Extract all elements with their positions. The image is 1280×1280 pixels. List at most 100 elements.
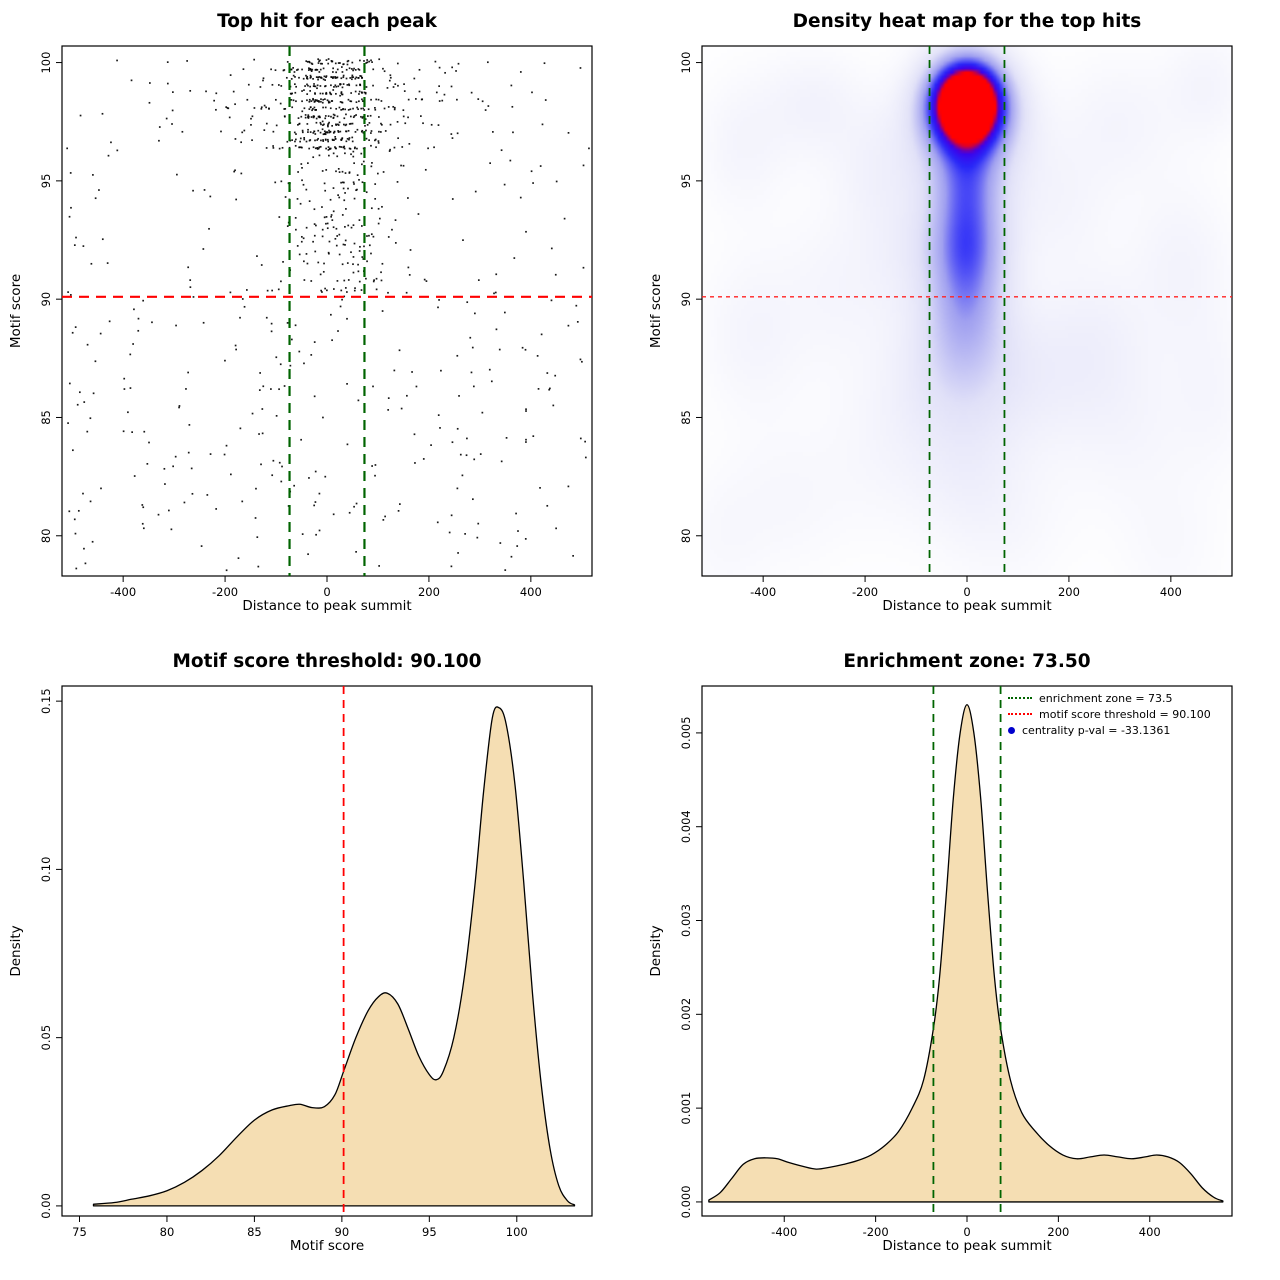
scatter-point xyxy=(235,348,237,351)
scatter-point xyxy=(298,253,301,256)
x-axis-tick-label: -400 xyxy=(750,585,776,599)
scatter-point xyxy=(532,435,535,438)
scatter-point xyxy=(234,169,236,172)
scatter-point xyxy=(519,71,522,73)
scatter-point xyxy=(280,180,283,183)
scatter-point xyxy=(348,171,351,174)
scatter-point xyxy=(345,113,347,116)
scatter-point xyxy=(335,107,338,110)
scatter-point xyxy=(360,152,363,155)
scatter-point xyxy=(326,289,328,292)
scatter-point xyxy=(339,101,342,103)
scatter-point xyxy=(343,145,346,148)
scatter-point xyxy=(334,147,337,150)
scatter-point xyxy=(84,562,87,565)
scatter-point xyxy=(362,115,364,118)
scatter-point xyxy=(327,149,330,151)
scatter-point xyxy=(377,140,380,142)
scatter-point xyxy=(271,83,274,86)
heatmap-plot: -400 -200 0 200 400 80 85 90 95 100 xyxy=(679,45,1233,599)
scatter-point xyxy=(142,506,145,509)
scatter-point xyxy=(307,553,309,556)
scatter-point xyxy=(313,223,316,225)
scatter-point xyxy=(348,137,351,139)
scatter-point xyxy=(325,222,327,225)
scatter-point xyxy=(303,138,306,141)
scatter-point xyxy=(253,58,256,61)
scatter-point xyxy=(353,505,355,508)
scatter-point xyxy=(332,89,335,91)
scatter-point xyxy=(298,76,300,79)
scatter-point xyxy=(327,58,330,60)
scatter-point xyxy=(350,100,353,103)
scatter-point xyxy=(392,105,395,108)
scatter-point xyxy=(365,191,368,194)
scatter-point xyxy=(464,533,466,535)
scatter-point xyxy=(456,354,459,357)
scatter-point xyxy=(437,414,440,416)
scatter-point xyxy=(555,527,557,530)
scatter-point xyxy=(510,84,513,87)
scatter-point xyxy=(274,69,277,72)
scatter-point xyxy=(311,63,314,65)
scatter-point xyxy=(351,61,354,64)
scatter-point xyxy=(352,271,355,274)
scatter-point xyxy=(361,100,364,102)
scatter-point xyxy=(313,106,316,109)
scatter-point xyxy=(331,219,334,221)
scatter-point xyxy=(500,149,503,152)
chart-title-heatmap: Density heat map for the top hits xyxy=(792,11,1142,32)
scatter-point xyxy=(321,206,323,208)
scatter-point xyxy=(341,93,343,96)
scatter-point xyxy=(325,76,327,79)
scatter-point xyxy=(122,430,125,433)
scatter-point xyxy=(310,70,313,72)
scatter-point xyxy=(322,67,325,70)
scatter-point xyxy=(325,59,328,61)
scatter-point xyxy=(315,533,317,536)
scatter-point xyxy=(215,92,218,95)
scatter-point xyxy=(484,109,487,111)
distance-density-plot: -400 -200 0 200 400 0.000 0.001 0.002 0.003 0.004… xyxy=(679,685,1233,1239)
scatter-point xyxy=(367,115,369,117)
scatter-point xyxy=(524,538,527,540)
x-axis-label-score-density: Motif score xyxy=(289,1238,365,1254)
scatter-point xyxy=(318,154,321,157)
scatter-point xyxy=(71,331,74,334)
scatter-point xyxy=(382,171,385,173)
scatter-point xyxy=(325,91,328,94)
scatter-point xyxy=(360,91,363,94)
scatter-point xyxy=(495,273,498,276)
scatter-point xyxy=(319,116,321,119)
scatter-point xyxy=(133,308,135,311)
scatter-point xyxy=(451,66,454,69)
scatter-point xyxy=(329,91,331,94)
scatter-point xyxy=(294,144,297,147)
scatter-point xyxy=(258,389,261,391)
scatter-point xyxy=(337,123,339,126)
scatter-point xyxy=(544,99,547,101)
scatter-point xyxy=(341,137,343,140)
scatter-point xyxy=(479,453,482,455)
scatter-point xyxy=(299,137,302,140)
scatter-point xyxy=(361,77,363,79)
scatter-point xyxy=(495,328,498,331)
scatter-point xyxy=(379,131,382,133)
scatter-point xyxy=(352,224,355,227)
scatter-point xyxy=(361,129,364,132)
scatter-point xyxy=(234,344,237,347)
panel-scatter: Top hit for each peak -400 -200 0 200 400 80 8… xyxy=(0,0,640,640)
scatter-point xyxy=(99,332,102,335)
scatter-point xyxy=(333,130,336,133)
scatter-point xyxy=(171,123,173,125)
scatter-point xyxy=(290,99,293,101)
scatter-point xyxy=(270,68,272,71)
scatter-point xyxy=(353,115,356,117)
scatter-point xyxy=(391,228,393,231)
scatter-point xyxy=(306,75,309,78)
scatter-point xyxy=(440,369,442,372)
scatter-point xyxy=(422,122,424,125)
scatter-point xyxy=(407,266,410,269)
scatter-point xyxy=(466,437,468,440)
scatter-point xyxy=(339,130,342,133)
